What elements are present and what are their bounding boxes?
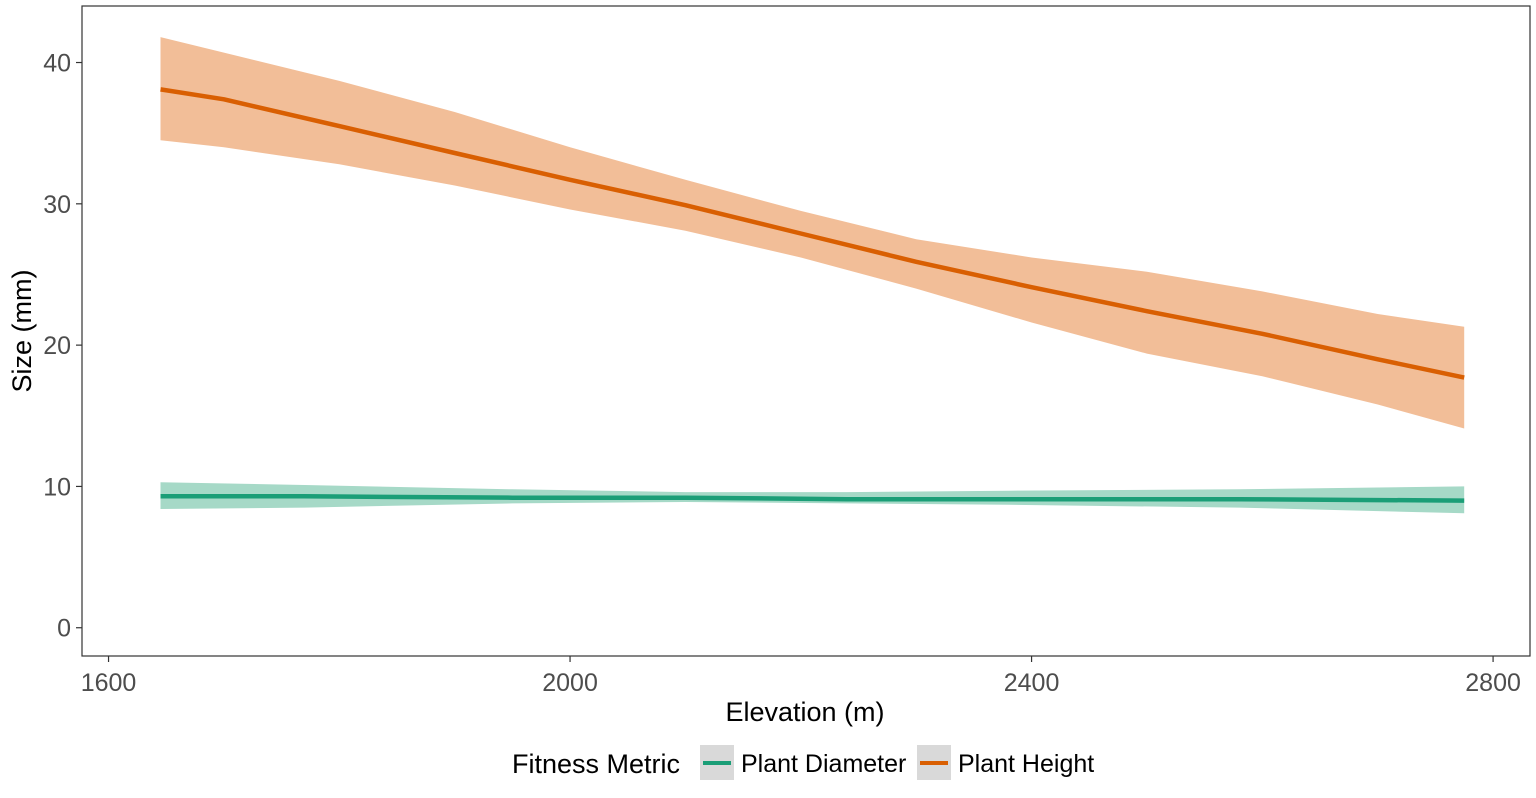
legend-title: Fitness Metric <box>512 749 680 779</box>
x-axis: 1600 2000 2400 2800 <box>81 656 1521 697</box>
legend-key-plant-diameter <box>700 745 734 780</box>
legend-label-plant-height: Plant Height <box>958 750 1094 778</box>
y-axis-title: Size (mm) <box>7 270 37 393</box>
series-line-plant-height <box>160 87 1465 380</box>
series-line-plant-diameter <box>160 494 1465 503</box>
confidence-bands <box>160 37 1465 514</box>
y-tick-label-30: 30 <box>43 191 71 219</box>
x-tick-label-1600: 1600 <box>81 669 137 697</box>
x-tick-label-2400: 2400 <box>1004 669 1060 697</box>
legend-label-plant-diameter: Plant Diameter <box>741 750 906 778</box>
y-tick-label-10: 10 <box>43 473 71 501</box>
x-tick-label-2800: 2800 <box>1465 669 1521 697</box>
y-tick-label-20: 20 <box>43 332 71 360</box>
panel-border <box>81 5 1531 657</box>
x-axis-title: Elevation (m) <box>725 697 884 727</box>
x-tick-label-2000: 2000 <box>542 669 598 697</box>
legend: Fitness Metric Plant Diameter Plant Heig… <box>512 745 1094 780</box>
y-tick-label-40: 40 <box>43 50 71 78</box>
series-lines <box>160 87 1465 503</box>
y-axis: 0 10 20 30 40 <box>43 50 82 643</box>
legend-key-plant-height <box>917 745 951 780</box>
y-tick-label-0: 0 <box>57 615 71 643</box>
confidence-band-plant-height <box>160 37 1465 429</box>
